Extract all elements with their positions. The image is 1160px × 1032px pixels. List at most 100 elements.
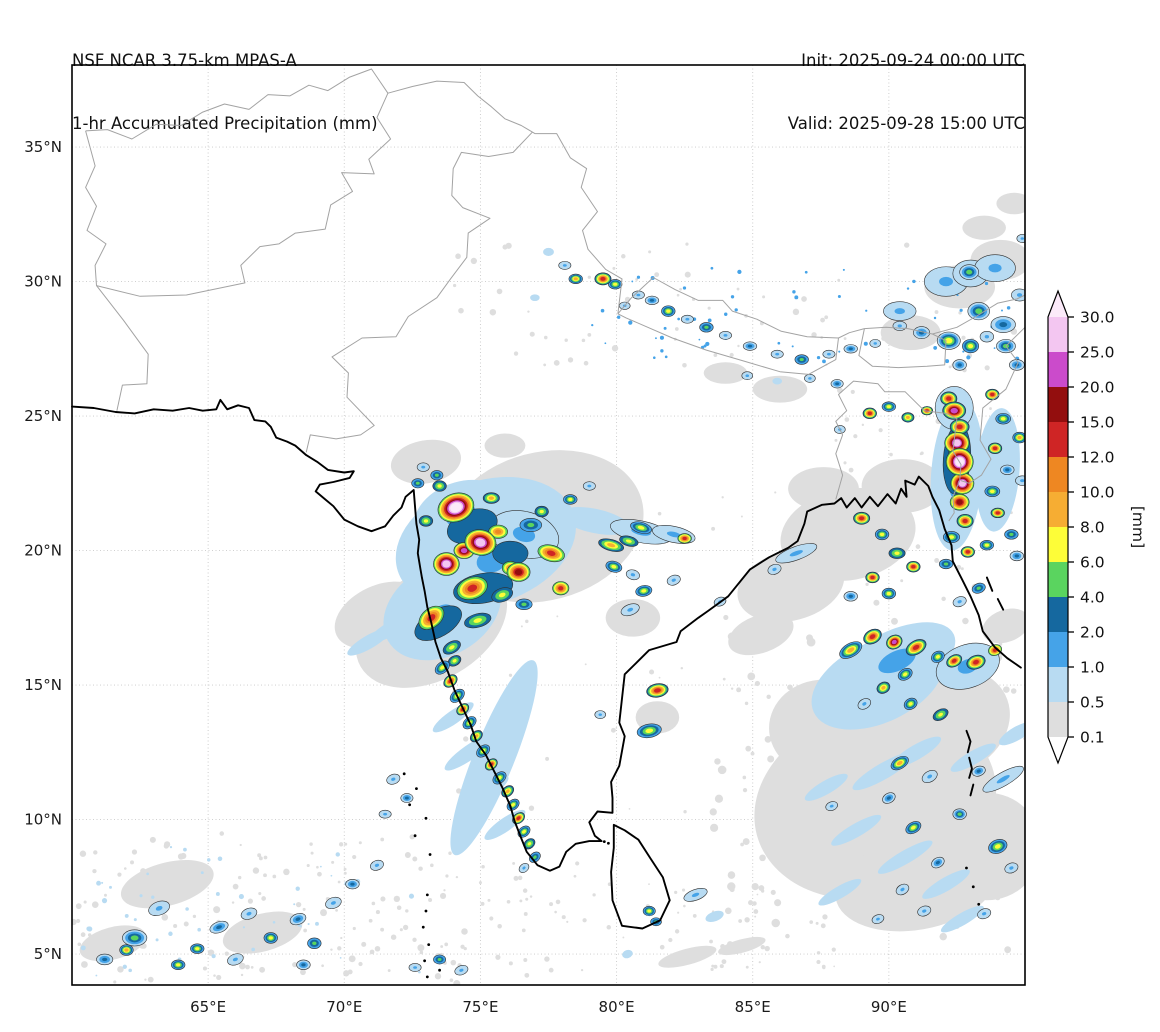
precip-speckle bbox=[751, 883, 759, 891]
precip-cell bbox=[1017, 435, 1022, 440]
precip-speckle bbox=[720, 943, 726, 949]
precip-speckle bbox=[777, 341, 781, 345]
precip-speckle bbox=[722, 677, 726, 681]
precip-cell bbox=[922, 909, 927, 913]
precip-speckle bbox=[320, 909, 327, 917]
precip-speckle bbox=[463, 736, 469, 742]
precip-speckle bbox=[513, 351, 519, 356]
precip-cell bbox=[938, 712, 943, 717]
precip-speckle bbox=[939, 932, 947, 941]
precip-speckle bbox=[713, 353, 718, 358]
precip-speckle bbox=[721, 496, 724, 499]
precip-cell bbox=[636, 293, 641, 297]
precip-speckle bbox=[272, 874, 277, 879]
precip-speckle bbox=[453, 980, 461, 985]
precip-cell bbox=[905, 415, 910, 419]
precip-speckle bbox=[455, 253, 461, 260]
precip-cell bbox=[935, 860, 940, 865]
precip-speckle bbox=[772, 801, 778, 807]
precip-speckle bbox=[380, 927, 385, 932]
precip-speckle bbox=[299, 925, 302, 928]
precip-speckle bbox=[525, 897, 529, 901]
y-tick-label: 35°N bbox=[24, 138, 62, 156]
precip-speckle bbox=[224, 951, 229, 956]
precip-speckle bbox=[612, 266, 616, 270]
precip-speckle bbox=[213, 974, 216, 977]
precip-speckle bbox=[261, 945, 266, 950]
precip-speckle bbox=[580, 969, 584, 972]
precip-speckle bbox=[875, 748, 882, 754]
precip-speckle bbox=[548, 967, 554, 973]
precip-speckle bbox=[316, 865, 319, 869]
precip-speckle bbox=[692, 914, 697, 918]
precip-speckle bbox=[801, 296, 807, 302]
precip-speckle bbox=[573, 874, 577, 878]
precip-speckle bbox=[361, 941, 367, 947]
precip-speckle bbox=[375, 910, 380, 915]
precip-cell bbox=[637, 525, 645, 530]
precip-speckle bbox=[584, 663, 587, 666]
precip-speckle bbox=[113, 980, 117, 984]
precip-speckle bbox=[792, 308, 800, 316]
y-tick-label: 10°N bbox=[24, 811, 62, 829]
precip-speckle bbox=[809, 870, 816, 877]
precip-speckle bbox=[101, 881, 104, 884]
precip-speckle bbox=[940, 685, 945, 691]
precip-cell bbox=[988, 263, 1002, 273]
precip-speckle bbox=[456, 788, 462, 794]
precip-cell bbox=[967, 343, 974, 349]
precip-speckle bbox=[959, 308, 963, 312]
precip-speckle bbox=[302, 907, 306, 911]
colorbar-segment bbox=[1048, 352, 1068, 387]
precip-speckle bbox=[348, 955, 356, 963]
precip-speckle bbox=[919, 452, 923, 456]
colorbar-under-arrow bbox=[1048, 737, 1068, 763]
precip-speckle bbox=[200, 871, 204, 875]
precip-cell bbox=[195, 947, 200, 951]
precip-speckle bbox=[679, 287, 682, 291]
precip-speckle bbox=[945, 359, 950, 364]
precip-cell bbox=[922, 869, 970, 899]
precip-speckle bbox=[553, 359, 560, 366]
precip-speckle bbox=[109, 885, 112, 889]
precip-speckle bbox=[202, 966, 208, 971]
precip-speckle bbox=[380, 896, 386, 902]
precip-speckle bbox=[81, 961, 88, 968]
precip-speckle bbox=[635, 277, 639, 281]
precip-speckle bbox=[709, 939, 713, 944]
precip-cell bbox=[600, 276, 606, 281]
precip-speckle bbox=[804, 270, 808, 274]
x-tick-label: 70°E bbox=[326, 998, 362, 1016]
precip-speckle bbox=[863, 341, 868, 346]
precip-speckle bbox=[809, 920, 814, 924]
precip-speckle bbox=[592, 893, 596, 897]
precip-speckle bbox=[853, 434, 858, 439]
precip-speckle bbox=[740, 842, 744, 847]
precip-speckle bbox=[272, 920, 276, 924]
precip-speckle bbox=[759, 854, 766, 862]
precip-cell bbox=[880, 315, 941, 351]
precip-speckle bbox=[151, 895, 155, 899]
precip-speckle bbox=[934, 558, 940, 563]
border-line bbox=[305, 131, 533, 453]
precip-speckle bbox=[782, 764, 791, 773]
precip-speckle bbox=[402, 924, 409, 931]
precip-speckle bbox=[816, 959, 821, 965]
colorbar-tick-label: 30.0 bbox=[1080, 309, 1115, 327]
precip-speckle bbox=[778, 630, 786, 638]
precip-cell bbox=[897, 324, 902, 328]
precip-cell bbox=[940, 905, 984, 933]
precip-cell bbox=[622, 949, 633, 959]
precip-speckle bbox=[737, 344, 740, 348]
precip-speckle bbox=[659, 335, 664, 340]
precip-cell bbox=[911, 564, 916, 569]
precip-speckle bbox=[340, 936, 343, 940]
precip-speckle bbox=[966, 355, 971, 360]
precip-speckle bbox=[622, 499, 627, 503]
precip-speckle bbox=[648, 250, 652, 254]
precip-speckle bbox=[664, 355, 668, 359]
precip-speckle bbox=[139, 894, 143, 898]
precip-speckle bbox=[368, 918, 373, 923]
precip-cell bbox=[870, 575, 875, 580]
precip-speckle bbox=[581, 338, 586, 343]
